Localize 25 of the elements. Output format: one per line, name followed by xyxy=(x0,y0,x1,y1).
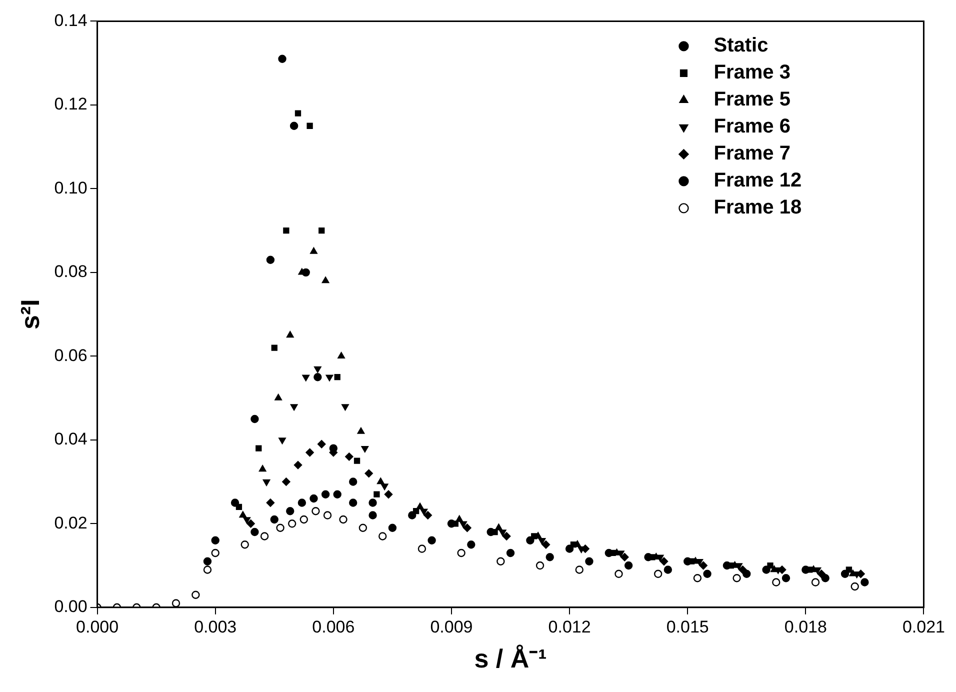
y-tick-label: 0.10 xyxy=(54,178,88,198)
legend-label: Frame 3 xyxy=(714,62,790,84)
x-tick-label: 0.012 xyxy=(548,617,591,636)
y-tick-label: 0.14 xyxy=(54,10,88,30)
x-tick-label: 0.003 xyxy=(194,617,237,636)
x-tick-label: 0.018 xyxy=(784,617,827,636)
x-tick-label: 0.006 xyxy=(312,617,355,636)
x-tick-label: 0.015 xyxy=(666,617,709,636)
y-tick-label: 0.06 xyxy=(54,346,88,365)
x-axis-title: s / Å⁻¹ xyxy=(474,644,547,674)
legend-label: Frame 6 xyxy=(714,116,790,138)
y-tick-label: 0.08 xyxy=(54,262,88,282)
legend-label: Frame 5 xyxy=(714,88,790,111)
legend-label: Frame 12 xyxy=(714,170,802,192)
x-tick-label: 0.009 xyxy=(430,617,473,636)
x-tick-label: 0.000 xyxy=(76,617,119,636)
x-tick-label: 0.021 xyxy=(902,617,946,636)
legend-label: Frame 7 xyxy=(714,142,790,165)
y-tick-label: 0.04 xyxy=(54,430,88,449)
y-tick-label: 0.00 xyxy=(54,597,88,616)
y-tick-label: 0.12 xyxy=(54,94,88,114)
y-tick-label: 0.02 xyxy=(54,513,88,532)
legend-label: Frame 18 xyxy=(714,196,802,219)
legend-label: Static xyxy=(714,34,768,57)
y-axis-title: s²I xyxy=(14,299,45,330)
